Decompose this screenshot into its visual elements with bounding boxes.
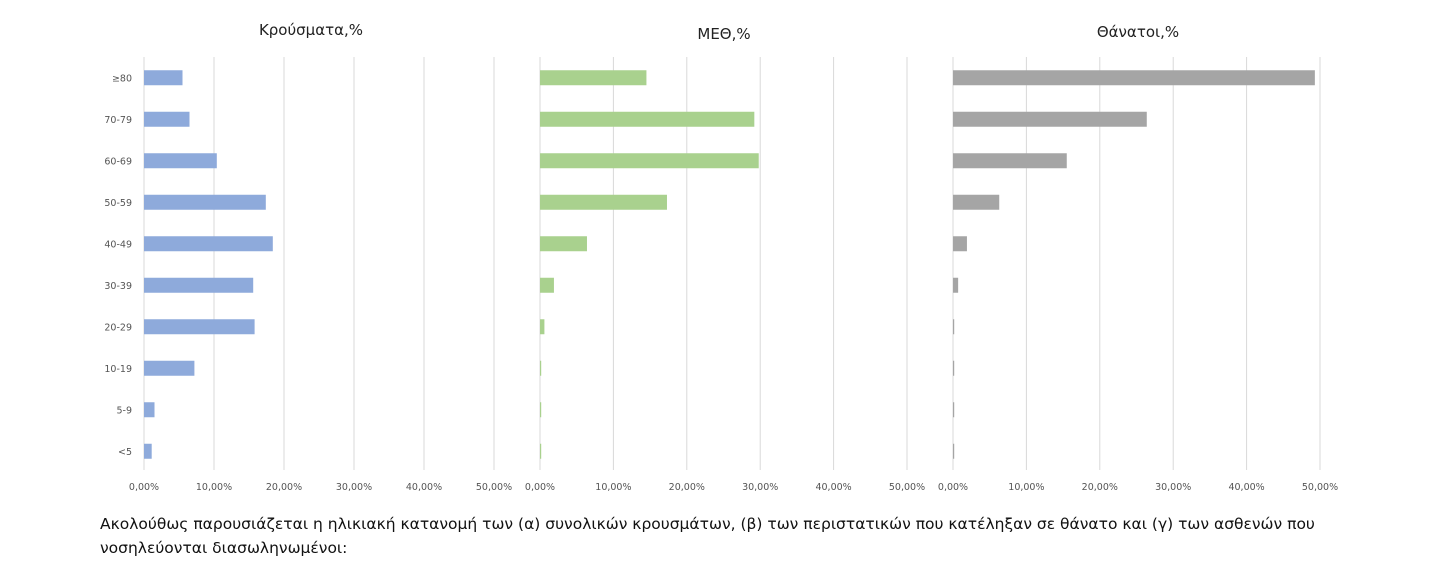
bar [540,111,755,127]
x-tick-label: 20,00% [266,482,302,493]
bar [540,319,545,335]
bar [144,194,266,210]
bar [540,277,554,293]
bar [540,443,542,459]
x-tick-label: 50,00% [476,482,512,493]
bar [144,360,195,376]
bar [953,236,967,252]
x-tick-label: 30,00% [742,482,778,493]
x-tick-label: 0,00% [525,482,555,493]
bar [953,402,955,418]
category-label: 60-69 [104,156,132,167]
chart-title: Κρούσματα,% [259,21,363,39]
x-tick-label: 30,00% [1155,482,1191,493]
bar [953,111,1147,127]
x-tick-label: 40,00% [815,482,851,493]
bar [953,360,955,376]
bar [144,236,273,252]
bar [953,443,955,459]
bar [953,153,1067,169]
x-tick-label: 50,00% [1302,482,1338,493]
category-label: 70-79 [104,115,132,126]
bar [144,402,155,418]
category-label: 5-9 [116,405,132,416]
bar [953,319,955,335]
chart-title: Θάνατοι,% [1097,23,1179,41]
bar [144,111,190,127]
chart-panel: 0,00% 10,00% 20,00% 30,00% 40,00% 50,00% Κρούσ… [104,21,512,493]
category-label: 30-39 [104,281,132,292]
chart-panel: 0,00% 10,00% 20,00% 30,00% 40,00% 50,00% ΜΕΘ,% [525,25,925,493]
chart-panel: 0,00% 10,00% 20,00% 30,00% 40,00% 50,00% Θάνατ… [938,23,1338,493]
category-label: 20-29 [104,322,132,333]
bar [953,70,1315,86]
bar [540,194,667,210]
category-label: ≥80 [112,73,132,84]
x-tick-label: 0,00% [129,482,159,493]
bar [540,402,542,418]
x-tick-label: 10,00% [595,482,631,493]
category-label: 10-19 [104,364,132,375]
charts-container: 0,00% 10,00% 20,00% 30,00% 40,00% 50,00% Κρούσ… [104,21,1338,493]
bar [953,194,1000,210]
category-label: <5 [118,447,132,458]
category-label: 40-49 [104,239,132,250]
category-label: 50-59 [104,198,132,209]
x-tick-label: 0,00% [938,482,968,493]
bar [144,443,152,459]
bar [953,277,959,293]
bar [144,277,254,293]
bar [540,153,759,169]
x-tick-label: 20,00% [669,482,705,493]
bar [540,360,542,376]
chart-title: ΜΕΘ,% [697,25,750,43]
bar [540,236,587,252]
x-tick-label: 40,00% [406,482,442,493]
bar [540,70,647,86]
x-tick-label: 30,00% [336,482,372,493]
x-tick-label: 10,00% [1008,482,1044,493]
bar [144,153,217,169]
caption-text: Ακολούθως παρουσιάζεται η ηλικιακή καταν… [100,515,1315,557]
bar [144,70,183,86]
bar [144,319,255,335]
x-tick-label: 50,00% [889,482,925,493]
x-tick-label: 10,00% [196,482,232,493]
x-tick-label: 20,00% [1082,482,1118,493]
x-tick-label: 40,00% [1228,482,1264,493]
